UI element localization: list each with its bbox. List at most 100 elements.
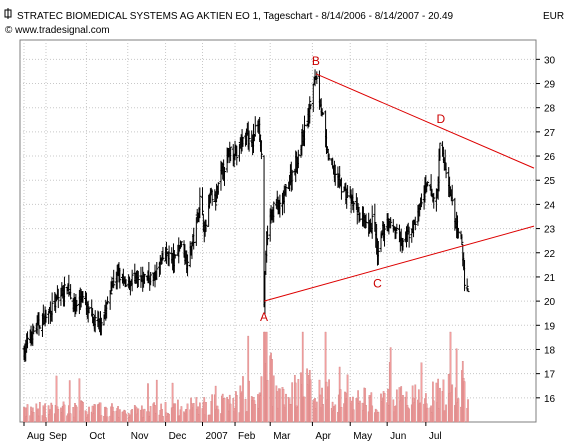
y-tick-label: 19 — [544, 321, 556, 332]
volume-bar — [32, 412, 35, 423]
volume-bar — [223, 398, 226, 423]
volume-bar — [192, 403, 195, 423]
y-tick-label: 22 — [544, 249, 556, 260]
volume-bar — [203, 397, 206, 423]
volume-bar — [186, 403, 189, 423]
volume-bar — [352, 409, 355, 423]
volume-bar — [55, 375, 58, 423]
volume-bar — [227, 399, 229, 423]
x-tick-label: Oct — [89, 431, 105, 442]
volume-bar — [37, 408, 39, 423]
x-tick-label: Feb — [238, 431, 256, 442]
volume-bar — [457, 398, 460, 423]
volume-bar — [125, 413, 127, 423]
volume-bar — [199, 402, 201, 423]
volume-bar — [57, 409, 60, 423]
volume-bar — [180, 406, 183, 423]
trendlines — [263, 73, 535, 302]
x-tick-label: 2007 — [206, 431, 229, 442]
volume-bar — [131, 409, 134, 423]
x-tick-label: Nov — [131, 431, 149, 442]
volume-bar — [75, 406, 78, 423]
volume-bar — [247, 335, 250, 423]
volume-bar — [303, 396, 306, 423]
volume-bar — [339, 389, 342, 423]
volume-bar — [340, 407, 343, 423]
source-label: © www.tradesignal.com — [5, 25, 110, 36]
y-tick-label: 23 — [544, 225, 556, 236]
volume-bar — [467, 399, 469, 423]
y-tick-label: 30 — [544, 55, 556, 66]
chart-title: STRATEC BIOMEDICAL SYSTEMS AG AKTIEN EO … — [17, 11, 454, 22]
volume-bar — [38, 402, 41, 423]
volume-bar — [414, 384, 417, 423]
volume-bar — [271, 359, 273, 423]
y-tick-label: 26 — [544, 152, 556, 163]
volume-bar — [420, 362, 423, 423]
volume-bar — [254, 404, 257, 423]
volume-bar — [147, 383, 149, 423]
volume-bar — [155, 379, 158, 423]
y-tick-label: 28 — [544, 104, 556, 115]
volume-bar — [242, 376, 244, 423]
x-axis: Aug Sep Oct Nov Dec 2007 Feb Mar Apr May Jun Jul — [23, 422, 442, 442]
volume-bar — [437, 378, 440, 423]
volume-bar — [143, 408, 146, 423]
volume-bar — [449, 331, 452, 423]
volume-bar — [442, 379, 445, 423]
volume-bar — [265, 331, 268, 423]
volume-bar — [291, 382, 294, 423]
volume-bar — [211, 394, 214, 423]
volume-bar — [408, 408, 410, 423]
volume-bar — [352, 396, 354, 423]
y-tick-label: 29 — [544, 80, 556, 91]
volume-bar — [346, 374, 349, 423]
volume-bar — [272, 375, 275, 423]
y-tick-label: 27 — [544, 128, 556, 139]
volume-bar — [315, 401, 318, 423]
ohlc-bars — [22, 69, 470, 363]
volume-bar — [297, 379, 300, 423]
volume-bar — [44, 403, 46, 423]
volume-bar — [68, 380, 71, 423]
volume-bar — [137, 408, 140, 423]
header: STRATEC BIOMEDICAL SYSTEMS AG AKTIEN EO … — [4, 8, 564, 36]
volume-bar — [266, 380, 269, 423]
volume-bar — [117, 406, 119, 423]
volume-bar — [244, 398, 247, 423]
currency-label: EUR — [543, 11, 564, 22]
volume-bar — [235, 395, 238, 423]
annotation-labels: A B C D — [260, 54, 445, 324]
volume-bar — [395, 389, 398, 423]
volume-bar — [217, 409, 220, 423]
volume-bar — [322, 404, 324, 423]
volume-bar — [402, 395, 404, 423]
volume-bar — [78, 378, 81, 423]
volume-bar — [392, 399, 395, 423]
x-tick-label: May — [353, 431, 372, 442]
volume-bar — [365, 405, 367, 423]
y-tick-label: 17 — [544, 370, 556, 381]
volume-bar — [439, 387, 441, 423]
volume-bar — [232, 398, 235, 423]
x-tick-label: Jun — [390, 431, 406, 442]
volume-bar — [45, 417, 47, 423]
volume-bar — [82, 402, 84, 423]
volume-bar — [463, 381, 466, 423]
y-axis: 16 17 18 19 20 21 22 23 24 25 26 27 28 29 30 — [536, 55, 556, 405]
volume-bar — [105, 407, 108, 423]
volume-bar — [141, 409, 144, 423]
annotation-b: B — [312, 54, 320, 68]
volume-bar — [432, 400, 435, 423]
volume-bar — [106, 416, 109, 423]
volume-bar — [47, 405, 50, 423]
volume-bar — [112, 411, 115, 423]
volume-bar — [229, 403, 232, 423]
volume-bar — [328, 379, 330, 423]
x-tick-label: Aug — [27, 431, 45, 442]
annotation-d: D — [436, 112, 445, 126]
volume-bar — [301, 331, 304, 423]
volume-bar — [334, 404, 337, 423]
volume-bar — [99, 402, 102, 423]
volume-bar — [26, 404, 29, 423]
